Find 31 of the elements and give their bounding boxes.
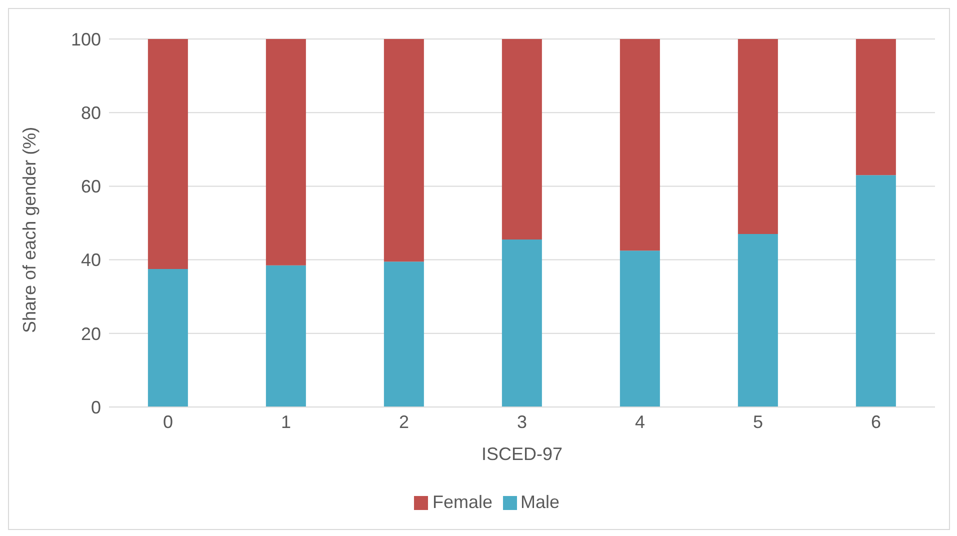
bar [266, 39, 306, 266]
y-axis-title: Share of each gender (%) [19, 126, 40, 333]
x-axis-title: ISCED-97 [481, 444, 563, 464]
y-tick-label: 40 [80, 250, 101, 270]
bar [384, 39, 424, 262]
x-tick-label: 6 [870, 412, 882, 432]
y-tick-label: 0 [90, 397, 101, 418]
y-tick-label: 100 [70, 29, 101, 50]
bar [502, 39, 542, 240]
x-tick-label: 4 [634, 412, 646, 432]
x-tick-label: 1 [280, 412, 292, 432]
bar [384, 262, 424, 407]
y-tick-label: 20 [80, 324, 101, 344]
y-tick-label: 80 [80, 102, 101, 123]
legend-label: Male [520, 492, 560, 512]
bar [502, 240, 542, 407]
bar [856, 39, 896, 176]
bar [620, 250, 660, 407]
legend-label: Female [432, 492, 492, 512]
bar [266, 265, 306, 407]
bar [856, 175, 896, 407]
x-tick-label: 5 [752, 412, 764, 432]
bar [738, 234, 778, 407]
bar [148, 269, 188, 407]
x-tick-label: 0 [162, 412, 174, 432]
bar [738, 39, 778, 234]
y-tick-label: 60 [80, 176, 101, 197]
x-tick-label: 3 [516, 412, 528, 432]
bar [148, 39, 188, 269]
bar [620, 39, 660, 251]
x-tick-label: 2 [398, 412, 410, 432]
